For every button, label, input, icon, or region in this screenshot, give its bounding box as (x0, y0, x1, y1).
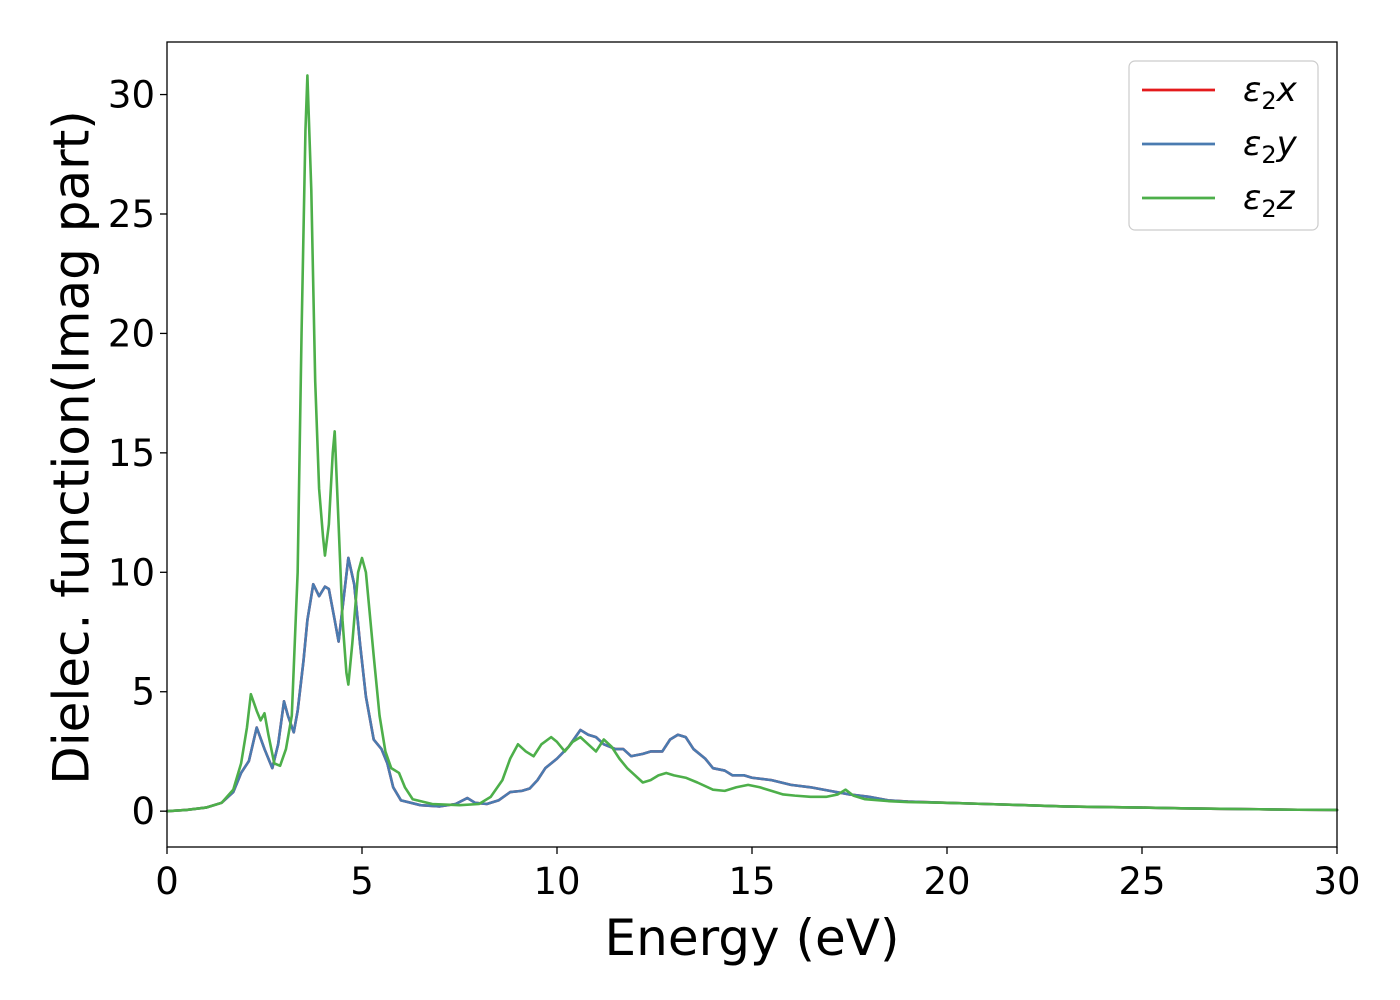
x-axis-label: Energy (eV) (605, 909, 900, 967)
x-tick-label: 0 (155, 860, 179, 903)
x-tick-label: 15 (728, 860, 775, 903)
y-tick-label: 20 (108, 312, 155, 355)
y-tick-label: 0 (131, 790, 155, 833)
series-line-y (165, 556, 1339, 813)
legend-label-z: ε2z (1243, 178, 1296, 223)
y-tick-label: 25 (108, 193, 155, 236)
series-lines (165, 74, 1339, 813)
x-tick-label: 10 (533, 860, 580, 903)
y-axis-label: Dielec. function(Imag part) (43, 110, 101, 785)
legend-box (1128, 60, 1319, 231)
x-axis-ticks: 0 5 10 15 20 25 30 (155, 847, 1361, 903)
y-tick-label: 15 (108, 432, 155, 475)
legend-label-y: ε2y (1243, 124, 1298, 169)
x-tick-label: 5 (350, 860, 374, 903)
y-tick-label: 5 (131, 671, 155, 714)
x-tick-label: 30 (1313, 860, 1360, 903)
x-tick-label: 25 (1118, 860, 1165, 903)
legend-label-x: ε2x (1243, 70, 1298, 115)
x-tick-label: 20 (923, 860, 970, 903)
legend: ε2x ε2y ε2z (1128, 60, 1319, 231)
y-axis-ticks: 0 5 10 15 20 25 30 (108, 74, 167, 833)
series-line-z (165, 74, 1339, 813)
y-tick-label: 30 (108, 74, 155, 117)
y-tick-label: 10 (108, 551, 155, 594)
